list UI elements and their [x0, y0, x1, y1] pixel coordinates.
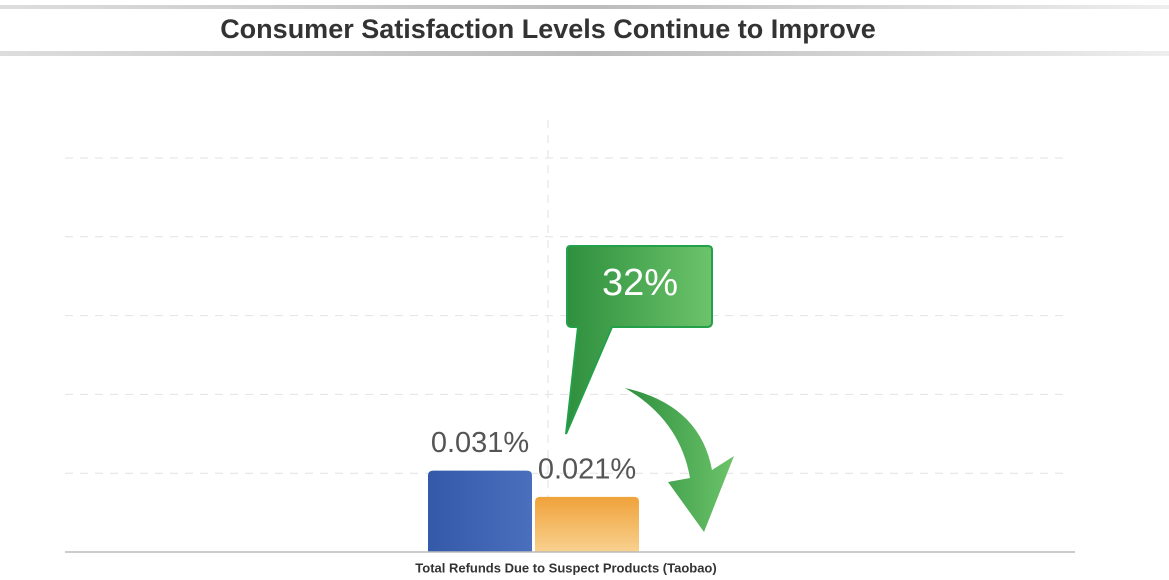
bar — [428, 470, 532, 552]
value-label: 0.021% — [538, 453, 636, 485]
chart-title: Consumer Satisfaction Levels Continue to… — [220, 14, 876, 44]
x-tick-label: Total Refunds Due to Suspect Products (T… — [415, 560, 716, 575]
bar — [535, 496, 639, 552]
bars: 0.031% 0.021% — [428, 427, 639, 552]
title-rule — [0, 51, 1169, 56]
title-rule — [0, 5, 1169, 9]
down-arrow — [625, 388, 734, 532]
value-label: 0.031% — [431, 427, 529, 459]
callout — [565, 245, 713, 435]
callout-text: 32% — [602, 262, 678, 304]
